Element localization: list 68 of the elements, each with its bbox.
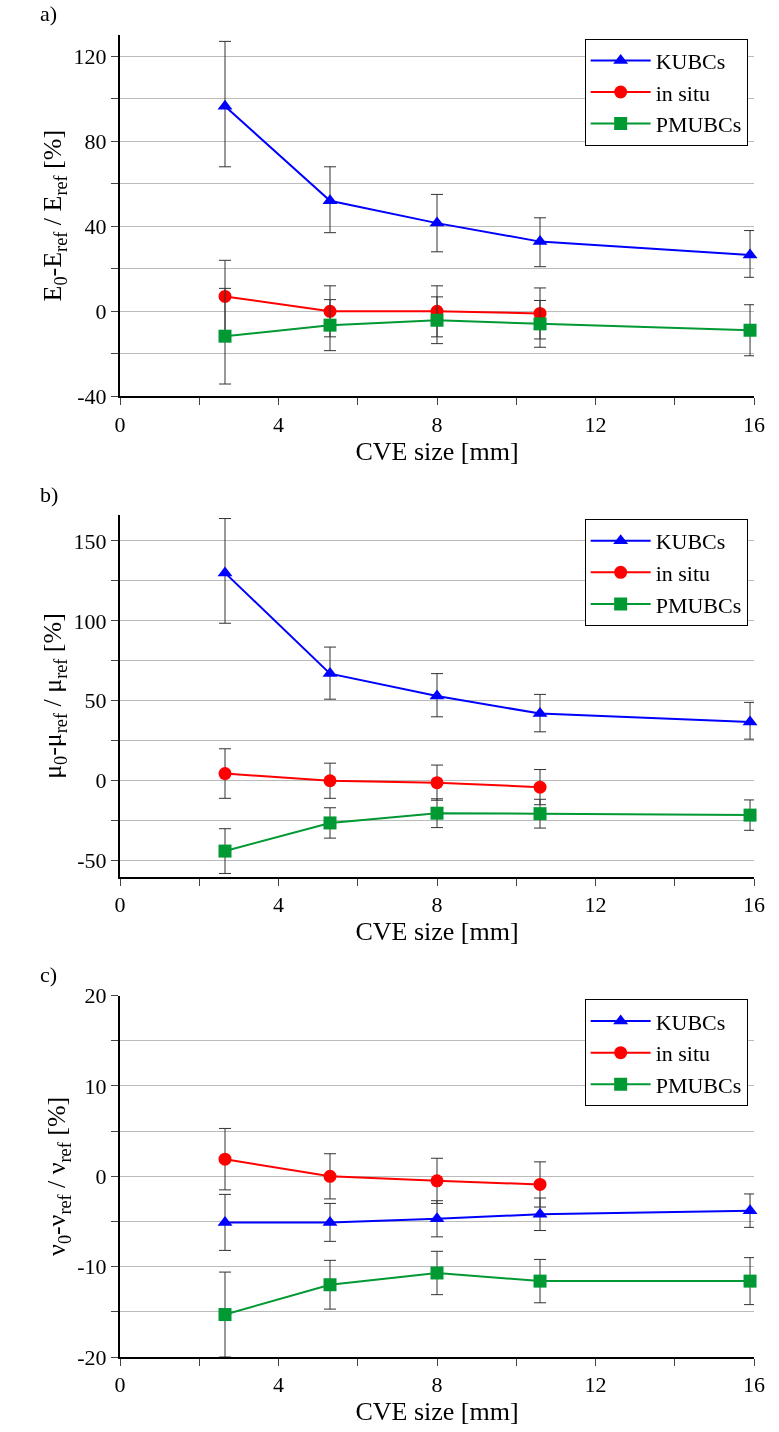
legend-label: PMUBCs [655,1072,742,1098]
chart-title: c) [40,962,58,987]
point [533,317,547,331]
y-tick-label: 120 [73,43,107,69]
point [533,1177,547,1191]
point [430,313,444,327]
point [533,807,547,821]
point [430,1174,444,1188]
legend-label: in situ [655,1041,711,1067]
point [323,1278,337,1292]
y-tick-label: -40 [77,384,107,410]
y-tick-label: 100 [73,608,107,634]
y-tick-label: -10 [77,1254,107,1280]
y-tick-label: 80 [84,128,107,154]
x-tick-label: 8 [431,892,443,918]
point [743,323,757,337]
point [743,1274,757,1288]
x-tick-label: 8 [431,411,443,437]
x-tick-label: 12 [584,411,607,437]
y-tick-label: 20 [84,983,107,1009]
x-tick-label: 0 [114,1372,126,1398]
chart-title: a) [40,1,58,26]
x-tick-label: 16 [743,1372,765,1398]
point [323,816,337,830]
point [743,808,757,822]
y-tick-label: 10 [84,1073,107,1099]
legend-label: in situ [655,80,711,106]
x-tick-label: 8 [431,1372,443,1398]
point [218,1152,232,1166]
point [218,1308,232,1322]
x-tick-label: 16 [743,411,765,437]
x-tick-label: 16 [743,892,765,918]
legend-label: KUBCs [655,1009,726,1035]
x-axis-title: CVE size [mm] [355,436,519,466]
x-tick-label: 4 [273,1372,284,1398]
y-tick-label: 0 [95,299,107,325]
point [323,1169,337,1183]
point [323,774,337,788]
point [533,780,547,794]
y-tick-label: 40 [84,214,107,239]
x-tick-label: 0 [114,411,126,437]
x-tick-label: 12 [584,892,607,918]
point [218,767,232,781]
y-tick-label: 0 [95,1164,107,1190]
y-tick-label: -20 [77,1344,107,1370]
chart-title: b) [40,482,59,507]
x-tick-label: 12 [584,1372,607,1398]
x-axis-title: CVE size [mm] [355,917,519,947]
point [533,1274,547,1288]
x-tick-label: 4 [273,411,284,437]
point [430,776,444,790]
legend-label: PMUBCs [655,112,742,138]
point [430,806,444,820]
x-axis-title: CVE size [mm] [355,1397,519,1427]
x-tick-label: 4 [273,892,284,918]
y-tick-label: 150 [73,528,107,554]
point [430,1266,444,1280]
y-tick-label: 50 [84,688,107,714]
point [218,329,232,343]
legend-label: KUBCs [655,529,726,555]
legend-label: KUBCs [655,48,726,74]
legend-label: in situ [655,560,711,586]
legend-label: PMUBCs [655,592,742,618]
y-tick-label: 0 [95,768,107,794]
x-tick-label: 0 [114,892,126,918]
y-tick-label: -50 [77,848,107,874]
point [323,318,337,332]
point [218,844,232,858]
